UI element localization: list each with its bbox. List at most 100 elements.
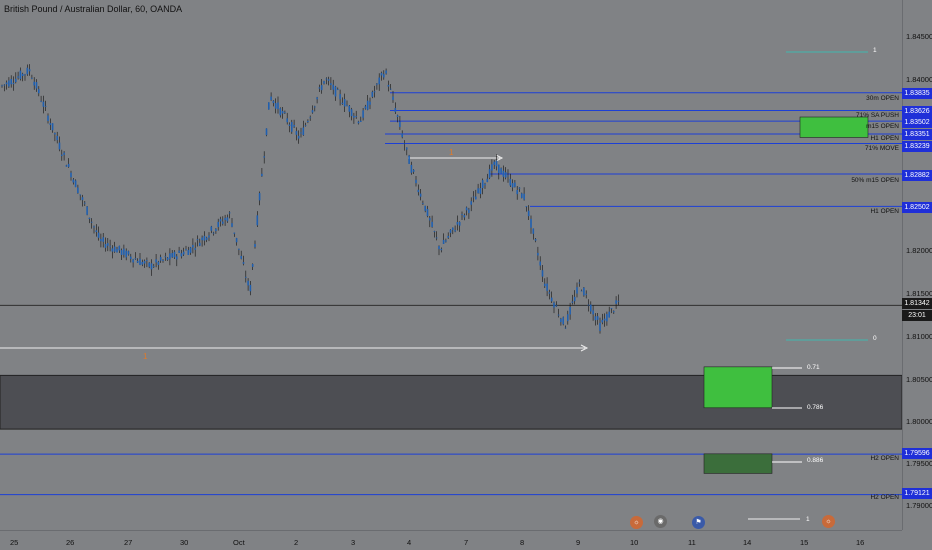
candle-body	[452, 227, 454, 230]
candle-body	[433, 231, 436, 232]
candle-body	[141, 261, 144, 265]
price-tick: 1.84000	[906, 75, 932, 84]
candle-body	[187, 250, 190, 256]
level-label: 30m OPEN	[866, 95, 899, 102]
candle-body	[127, 251, 130, 255]
level-price-tag: 1.83239	[902, 141, 932, 152]
candle-body	[364, 106, 367, 109]
candle-body	[468, 209, 470, 214]
candle-body	[1, 85, 3, 87]
candle-body	[180, 253, 183, 257]
candle-body	[576, 287, 578, 294]
candle-body	[291, 122, 293, 132]
candle-body	[366, 100, 369, 110]
candle-body	[40, 100, 42, 102]
candle-body	[134, 258, 137, 260]
candle-body	[288, 124, 291, 126]
candle-body	[104, 244, 107, 248]
candle-body	[355, 116, 357, 117]
candle-body	[564, 327, 567, 329]
event-icon[interactable]: ◉	[654, 515, 667, 528]
candle-body	[412, 169, 415, 172]
time-tick: 10	[630, 538, 639, 547]
candle-body	[100, 239, 102, 242]
candle-body	[587, 304, 590, 306]
candle-body	[279, 108, 282, 116]
candle-body	[507, 175, 509, 177]
candle-body	[534, 239, 537, 241]
candle-body	[498, 164, 500, 174]
candle-body	[484, 183, 486, 186]
time-tick: 9	[576, 538, 581, 547]
candle-body	[613, 311, 615, 313]
candle-body	[247, 280, 249, 286]
candle-body	[580, 290, 583, 292]
candle-body	[192, 244, 194, 248]
candle-body	[392, 96, 394, 101]
candle-body	[479, 188, 482, 194]
candle-body	[159, 256, 162, 261]
chart-title: British Pound / Australian Dollar, 60, O…	[4, 4, 183, 14]
candle-body	[228, 212, 231, 214]
candle-body	[560, 318, 562, 323]
level-price-tag: 1.82882	[902, 170, 932, 181]
countdown-tag: 23:01	[902, 310, 932, 321]
candle-body	[481, 180, 484, 189]
candle-body	[245, 276, 247, 278]
time-axis[interactable]	[0, 530, 902, 550]
candle-body	[19, 70, 22, 79]
candle-body	[442, 239, 445, 244]
candle-body	[302, 127, 305, 136]
candle-body	[578, 282, 581, 284]
time-tick: 2	[294, 538, 299, 547]
candle-body	[527, 210, 530, 217]
candle-body	[399, 121, 401, 128]
candle-body	[509, 178, 512, 186]
candle-body	[72, 179, 75, 183]
candle-body	[615, 300, 617, 304]
event-icon[interactable]: ☼	[630, 516, 643, 529]
candle-body	[109, 245, 111, 247]
candle-body	[548, 292, 551, 294]
candle-body	[293, 124, 295, 127]
candle-body	[571, 301, 574, 303]
candle-body	[599, 322, 601, 331]
candle-body	[396, 115, 399, 118]
candle-body	[44, 105, 47, 107]
candle-body	[205, 237, 208, 240]
candle-body	[286, 118, 288, 123]
candle-body	[201, 237, 203, 241]
level-price-tag: 1.83835	[902, 88, 932, 99]
drawing-marker[interactable]: 1	[143, 352, 148, 361]
candle-body	[601, 319, 604, 323]
level-label: 50% m15 OPEN	[851, 177, 899, 184]
candle-body	[231, 223, 233, 227]
level-label: H2 OPEN	[870, 494, 899, 501]
candle-body	[58, 142, 61, 150]
candle-body	[378, 77, 380, 85]
candle-body	[316, 97, 318, 100]
candle-body	[438, 246, 440, 250]
bottom-marker-label: 0	[873, 335, 877, 342]
candle-body	[143, 261, 146, 264]
candle-body	[70, 172, 72, 178]
candle-body	[608, 311, 610, 318]
candle-body	[42, 101, 45, 107]
candle-body	[212, 232, 215, 234]
candle-body	[88, 217, 91, 220]
event-icon[interactable]: ☼	[822, 515, 835, 528]
candle-body	[304, 125, 307, 127]
candle-body	[424, 205, 426, 211]
candle-body	[585, 293, 587, 295]
candle-body	[350, 109, 353, 117]
candle-body	[332, 84, 334, 90]
candle-body	[173, 251, 176, 258]
drawing-marker[interactable]: 1	[449, 148, 454, 157]
candle-body	[458, 221, 461, 226]
candle-body	[435, 237, 438, 239]
candle-body	[21, 73, 24, 76]
candle-body	[8, 80, 10, 87]
flag-icon[interactable]: ⚑	[692, 516, 705, 529]
